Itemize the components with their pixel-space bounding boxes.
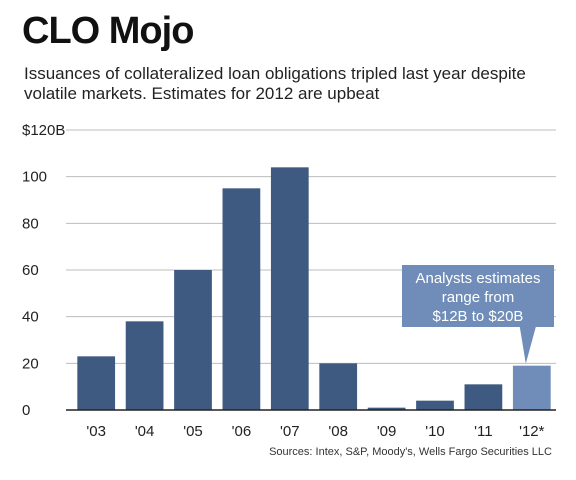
y-tick-label: 20 — [22, 355, 39, 372]
callout-pointer — [519, 327, 536, 364]
bar-12 — [512, 365, 551, 410]
y-tick-label: $120B — [22, 122, 65, 139]
bar-11 — [464, 384, 503, 410]
y-tick-label: 80 — [22, 215, 39, 232]
x-axis-ticks: '03 '04 '05 '06 '07 '08 '09 '10 '11 '12* — [86, 423, 544, 440]
x-tick-label: '11 — [474, 423, 492, 440]
callout-line: range from — [442, 289, 515, 306]
callout-box — [402, 265, 554, 327]
annotation-callout: Analysts estimates range from $12B to $20B — [402, 265, 554, 364]
bar-08 — [319, 363, 358, 410]
bar-03 — [77, 356, 116, 410]
chart-subtitle: Issuances of collateralized loan obligat… — [24, 64, 526, 103]
bar-04 — [125, 321, 164, 410]
y-tick-label: 40 — [22, 309, 39, 326]
x-tick-label: '03 — [86, 423, 106, 440]
x-tick-label: '07 — [280, 423, 300, 440]
x-tick-label: '10 — [425, 423, 445, 440]
x-tick-label: '05 — [183, 423, 203, 440]
x-tick-label: '04 — [135, 423, 155, 440]
bar-06 — [222, 188, 261, 410]
x-tick-label: '08 — [328, 423, 348, 440]
bars — [77, 167, 551, 410]
y-tick-label: 0 — [22, 402, 30, 419]
y-axis-ticks: 0 20 40 60 80 100 $120B — [22, 122, 65, 419]
callout-line: Analysts estimates — [415, 270, 540, 287]
x-tick-label: '12* — [519, 423, 545, 440]
y-tick-label: 60 — [22, 262, 39, 279]
x-tick-label: '06 — [232, 423, 252, 440]
bar-09 — [367, 407, 406, 410]
chart-title: CLO Mojo — [22, 10, 194, 52]
y-tick-label: 100 — [22, 169, 47, 186]
bar-10 — [416, 400, 454, 410]
bar-07 — [270, 167, 309, 410]
source-note: Sources: Intex, S&P, Moody's, Wells Farg… — [269, 446, 552, 458]
bar-05 — [174, 270, 212, 410]
callout-line: $12B to $20B — [433, 308, 524, 325]
x-tick-label: '09 — [377, 423, 397, 440]
